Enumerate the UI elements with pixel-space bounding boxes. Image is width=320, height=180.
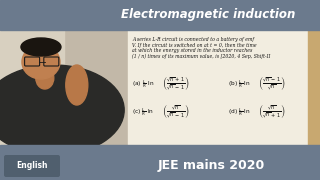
- Text: at which the energy stored in the inductor reaches: at which the energy stored in the induct…: [132, 48, 252, 53]
- Bar: [0, 30, 64, 145]
- Text: V. If the circuit is switched on at t = 0, then the time: V. If the circuit is switched on at t = …: [132, 42, 257, 48]
- Text: $\left(\frac{\sqrt{n}}{\sqrt{n}+1}\right)$: $\left(\frac{\sqrt{n}}{\sqrt{n}+1}\right…: [258, 103, 285, 120]
- Bar: [128, 30, 320, 145]
- Text: (1 / n) times of its maximum value, is [2020, 4 Sep, Shift-II: (1 / n) times of its maximum value, is […: [132, 54, 270, 59]
- Text: $\left(\frac{\sqrt{n}}{\sqrt{n}-1}\right)$: $\left(\frac{\sqrt{n}}{\sqrt{n}-1}\right…: [162, 103, 189, 120]
- FancyBboxPatch shape: [4, 155, 60, 177]
- Text: English: English: [16, 161, 48, 170]
- Bar: [0, 0, 128, 180]
- Ellipse shape: [22, 45, 60, 79]
- Bar: [0, 145, 320, 180]
- Text: (a) $\frac{L}{R}$ ln: (a) $\frac{L}{R}$ ln: [132, 78, 154, 90]
- Text: Electromagnetic induction: Electromagnetic induction: [121, 8, 295, 21]
- Ellipse shape: [21, 38, 61, 56]
- Text: JEE mains 2020: JEE mains 2020: [157, 159, 265, 172]
- Text: (b) $\frac{L}{R}$ ln: (b) $\frac{L}{R}$ ln: [228, 78, 250, 90]
- Ellipse shape: [0, 65, 124, 155]
- Ellipse shape: [36, 67, 54, 89]
- Bar: [0, 0, 320, 30]
- Bar: [308, 0, 320, 180]
- Text: (d) $\frac{L}{R}$ ln: (d) $\frac{L}{R}$ ln: [228, 106, 250, 118]
- Text: A series L-R circuit is connected to a battery of emf: A series L-R circuit is connected to a b…: [132, 37, 254, 42]
- Ellipse shape: [66, 65, 88, 105]
- Text: $\left(\frac{\sqrt{n}-1}{\sqrt{n}}\right)$: $\left(\frac{\sqrt{n}-1}{\sqrt{n}}\right…: [258, 76, 285, 93]
- Text: $\left(\frac{\sqrt{n}+1}{\sqrt{n}-1}\right)$: $\left(\frac{\sqrt{n}+1}{\sqrt{n}-1}\rig…: [162, 76, 189, 93]
- Text: (c) $\frac{L}{R}$ ln: (c) $\frac{L}{R}$ ln: [132, 106, 154, 118]
